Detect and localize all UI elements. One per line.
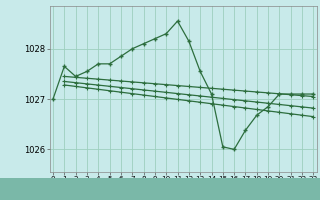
- X-axis label: Graphe pression niveau de la mer (hPa): Graphe pression niveau de la mer (hPa): [86, 185, 280, 194]
